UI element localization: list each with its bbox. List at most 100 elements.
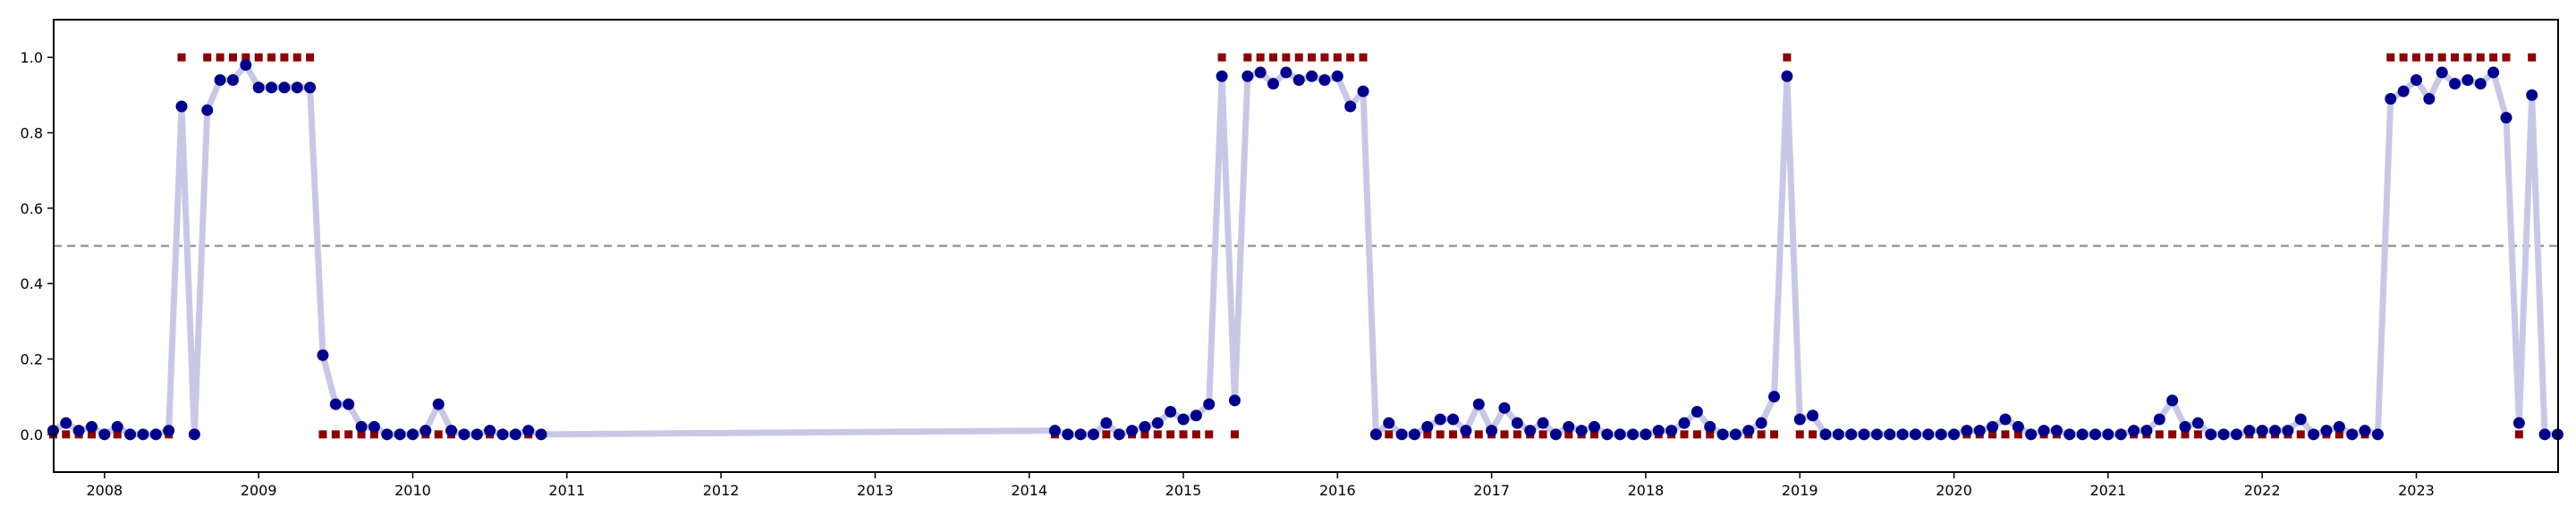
prediction-point [419,425,432,437]
label-marker [318,430,327,439]
prediction-point [1486,425,1498,437]
prediction-point [1793,413,1806,426]
label-marker [2001,430,2010,439]
prediction-point [2436,66,2448,79]
label-marker [1449,430,1458,439]
prediction-point [1948,428,1961,441]
prediction-point [2474,78,2487,90]
prediction-point [2269,425,2282,437]
label-marker [203,53,212,62]
label-marker [1988,430,1997,439]
plot-frame [53,19,2559,473]
prediction-point [1344,100,1357,113]
label-marker [1680,430,1689,439]
prediction-point [2102,428,2114,441]
x-tick-label: 2022 [2244,482,2281,499]
label-marker [1346,53,1355,62]
prediction-point [458,428,470,441]
x-axis: 2008 2009 2010 2011 2012 2013 2014 2015 2016 2017… [87,472,2435,499]
prediction-point [1062,428,1074,441]
label-marker [2463,53,2472,62]
label-marker [88,430,97,439]
label-marker [2155,430,2164,439]
prediction-point [2025,428,2038,441]
label-marker [62,430,71,439]
prediction-point [1088,428,1100,441]
y-tick-label: 0.0 [21,426,43,443]
prediction-point [1357,85,1369,97]
prediction-point [1614,428,1626,441]
label-marker [1692,430,1701,439]
prediction-point [1563,420,1575,433]
label-marker [1205,430,1214,439]
prediction-point [1498,401,1511,414]
label-marker [1474,430,1483,439]
prediction-point [1999,413,2012,426]
prediction-point [1472,398,1485,410]
label-marker [1590,430,1599,439]
prediction-point [98,428,111,441]
prediction-point [1858,428,1870,441]
prediction-point [60,417,72,429]
label-marker [1243,53,1252,62]
prediction-point [1113,428,1125,441]
prediction-point [1524,425,1537,437]
prediction-point [1408,428,1420,441]
label-marker [280,53,289,62]
prediction-point [2282,425,2294,437]
prediction-point [266,81,278,94]
label-marker [369,430,378,439]
label-marker [216,53,225,62]
label-marker [1256,53,1265,62]
prediction-point [1190,409,1202,422]
prediction-point [1665,425,1678,437]
y-tick-label: 0.6 [21,200,43,217]
x-tick-label: 2008 [87,482,123,499]
label-marker [1795,430,1804,439]
prediction-point [1165,406,1177,418]
x-tick-label: 2014 [1011,482,1047,499]
prediction-point [1601,428,1614,441]
x-tick-label: 2020 [1936,482,1972,499]
x-tick-label: 2017 [1473,482,1510,499]
prediction-point [535,428,547,441]
prediction-point [214,73,226,86]
prediction-point [1306,70,1318,82]
prediction-point [1768,391,1781,403]
label-marker [2296,430,2305,439]
prediction-point [1909,428,1921,441]
prediction-point [1074,428,1087,441]
prediction-point [1254,66,1267,79]
x-tick-label: 2011 [548,482,585,499]
label-marker [1191,430,1200,439]
prediction-point [252,81,265,94]
prediction-point [343,398,355,410]
prediction-point [1511,417,1523,429]
prediction-point [1690,406,1703,418]
prediction-point [2538,428,2551,441]
prediction-point [2243,425,2256,437]
label-marker [242,53,250,62]
prediction-point [2359,425,2371,437]
prediction-point [188,428,200,441]
label-marker [2168,430,2177,439]
prediction-point [1537,417,1549,429]
prediction-point [2294,413,2307,426]
prediction-point [2308,428,2320,441]
prediction-point [522,425,535,437]
label-marker [2013,430,2022,439]
prediction-point [381,428,394,441]
prediction-point [2076,428,2089,441]
prediction-point [2371,428,2384,441]
prediction-point [445,425,458,437]
prediction-point [1151,417,1164,429]
prediction-point [2423,93,2436,106]
prediction-point [1678,417,1690,429]
x-tick-label: 2023 [2398,482,2435,499]
prediction-point [1652,425,1665,437]
prediction-point [124,428,137,441]
label-marker [344,430,353,439]
label-marker [1513,430,1521,439]
prediction-point [201,104,214,116]
